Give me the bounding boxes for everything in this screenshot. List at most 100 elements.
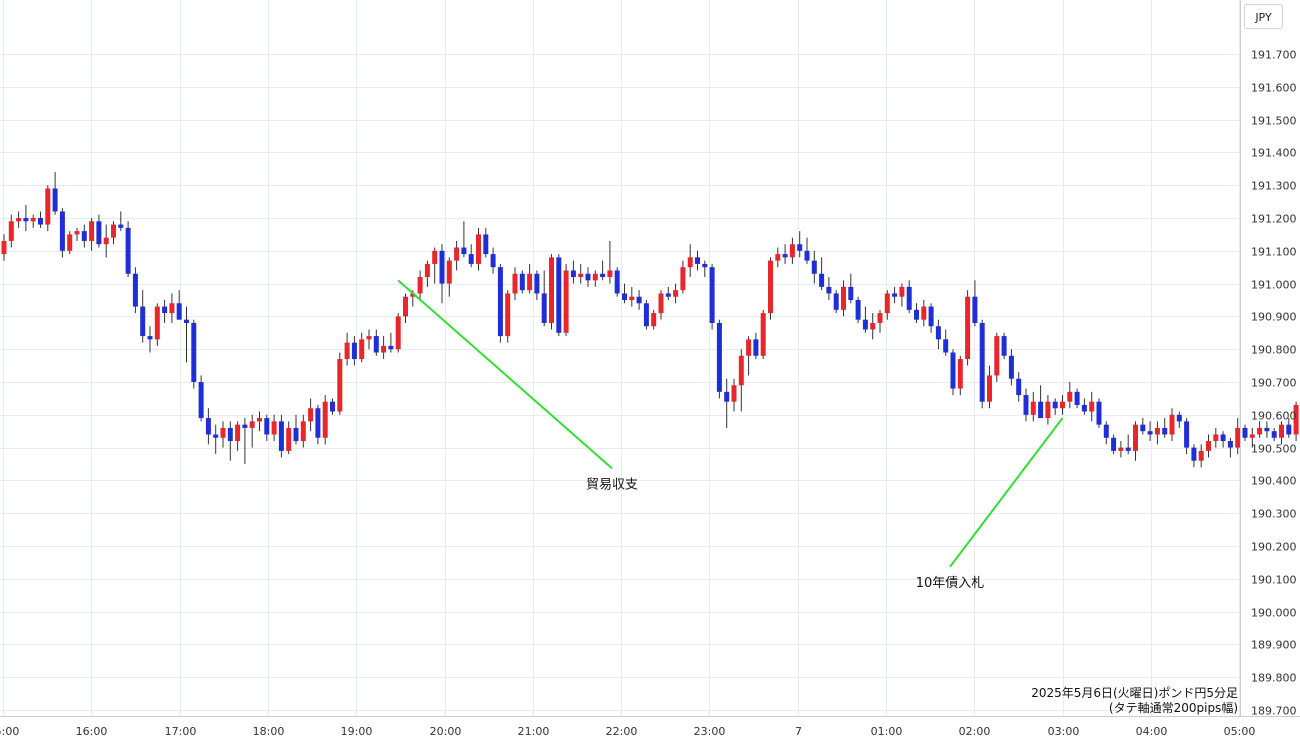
chart-caption-line2: (タテ軸通常200pips幅) bbox=[1109, 700, 1238, 715]
candle-down bbox=[863, 320, 868, 330]
candle-down bbox=[1053, 402, 1058, 409]
y-tick-label: 190.200 bbox=[1251, 541, 1297, 554]
candle-down bbox=[615, 270, 620, 293]
x-tick-label: 21:00 bbox=[518, 725, 550, 738]
candle-down bbox=[724, 392, 729, 402]
currency-label: JPY bbox=[1254, 11, 1272, 24]
candle-down bbox=[972, 297, 977, 323]
candle-down bbox=[126, 228, 131, 274]
candle-up bbox=[1155, 428, 1160, 435]
candle-up bbox=[337, 359, 342, 411]
candle-up bbox=[761, 313, 766, 356]
x-tick-label: 02:00 bbox=[959, 725, 991, 738]
candle-up bbox=[16, 218, 21, 221]
candle-up bbox=[403, 297, 408, 317]
candle-up bbox=[323, 402, 328, 438]
currency-label-box[interactable]: JPY bbox=[1245, 5, 1283, 29]
candle-up bbox=[746, 339, 751, 355]
candle-down bbox=[943, 339, 948, 352]
y-tick-label: 191.200 bbox=[1251, 213, 1297, 226]
candle-down bbox=[805, 251, 810, 261]
candle-down bbox=[819, 274, 824, 287]
candle-up bbox=[1206, 441, 1211, 451]
candle-down bbox=[199, 382, 204, 418]
candle-up bbox=[688, 257, 693, 267]
y-tick-label: 190.100 bbox=[1251, 574, 1297, 587]
candle-up bbox=[221, 428, 226, 438]
candle-up bbox=[447, 261, 452, 284]
candle-up bbox=[345, 343, 350, 359]
candle-down bbox=[483, 234, 488, 254]
candle-up bbox=[505, 293, 510, 336]
candle-up bbox=[418, 277, 423, 293]
candle-down bbox=[469, 254, 474, 264]
annotation-label: 10年債入札 bbox=[916, 576, 985, 591]
x-tick-label: 15:00 bbox=[0, 725, 19, 738]
candle-down bbox=[242, 425, 247, 428]
x-tick-label: 20:00 bbox=[430, 725, 462, 738]
y-tick-label: 191.700 bbox=[1251, 49, 1297, 62]
candle-down bbox=[191, 323, 196, 382]
candle-down bbox=[60, 211, 65, 250]
candle-up bbox=[1199, 451, 1204, 461]
candle-down bbox=[644, 303, 649, 326]
candle-down bbox=[892, 293, 897, 296]
candle-down bbox=[1009, 356, 1014, 379]
candle-down bbox=[1272, 431, 1277, 438]
candle-down bbox=[856, 300, 861, 320]
candle-down bbox=[717, 323, 722, 392]
candle-down bbox=[388, 346, 393, 349]
candle-down bbox=[534, 274, 539, 294]
candle-up bbox=[169, 303, 174, 313]
candle-down bbox=[498, 267, 503, 336]
candle-down bbox=[177, 303, 182, 319]
candle-down bbox=[23, 218, 28, 221]
candle-down bbox=[118, 225, 123, 228]
x-tick-label: 16:00 bbox=[76, 725, 108, 738]
candle-up bbox=[111, 225, 116, 238]
candle-up bbox=[1133, 425, 1138, 451]
x-tick-label: 23:00 bbox=[694, 725, 726, 738]
candle-up bbox=[629, 297, 634, 300]
x-tick-label: 01:00 bbox=[871, 725, 903, 738]
candle-down bbox=[491, 254, 496, 267]
candle-up bbox=[1170, 415, 1175, 435]
candle-up bbox=[235, 425, 240, 441]
candle-down bbox=[82, 231, 87, 241]
candle-up bbox=[67, 234, 72, 250]
candle-down bbox=[702, 264, 707, 267]
y-tick-label: 190.900 bbox=[1251, 311, 1297, 324]
y-tick-label: 189.700 bbox=[1251, 705, 1297, 718]
candle-up bbox=[994, 336, 999, 375]
candle-up bbox=[432, 251, 437, 264]
candle-down bbox=[148, 336, 153, 339]
y-tick-label: 190.500 bbox=[1251, 443, 1297, 456]
candle-down bbox=[461, 248, 466, 255]
y-tick-label: 191.600 bbox=[1251, 82, 1297, 95]
candle-up bbox=[286, 428, 291, 451]
candle-up bbox=[1257, 428, 1262, 435]
candle-up bbox=[739, 356, 744, 386]
y-tick-label: 189.900 bbox=[1251, 639, 1297, 652]
candle-up bbox=[396, 316, 401, 349]
candle-down bbox=[1184, 421, 1189, 447]
candle-up bbox=[1067, 392, 1072, 402]
candle-down bbox=[352, 343, 357, 359]
candle-down bbox=[53, 188, 58, 211]
candle-up bbox=[476, 234, 481, 264]
candle-down bbox=[440, 251, 445, 284]
candle-down bbox=[1228, 441, 1233, 448]
candle-down bbox=[1243, 428, 1248, 438]
candle-down bbox=[848, 287, 853, 300]
candle-up bbox=[1089, 402, 1094, 412]
candle-up bbox=[607, 270, 612, 277]
price-axis: 191.700191.600191.500191.400191.300191.2… bbox=[1251, 49, 1297, 718]
candle-up bbox=[958, 359, 963, 389]
candle-down bbox=[1082, 405, 1087, 412]
candle-down bbox=[797, 244, 802, 251]
candle-down bbox=[907, 287, 912, 310]
candle-up bbox=[104, 238, 109, 245]
candle-down bbox=[834, 293, 839, 309]
